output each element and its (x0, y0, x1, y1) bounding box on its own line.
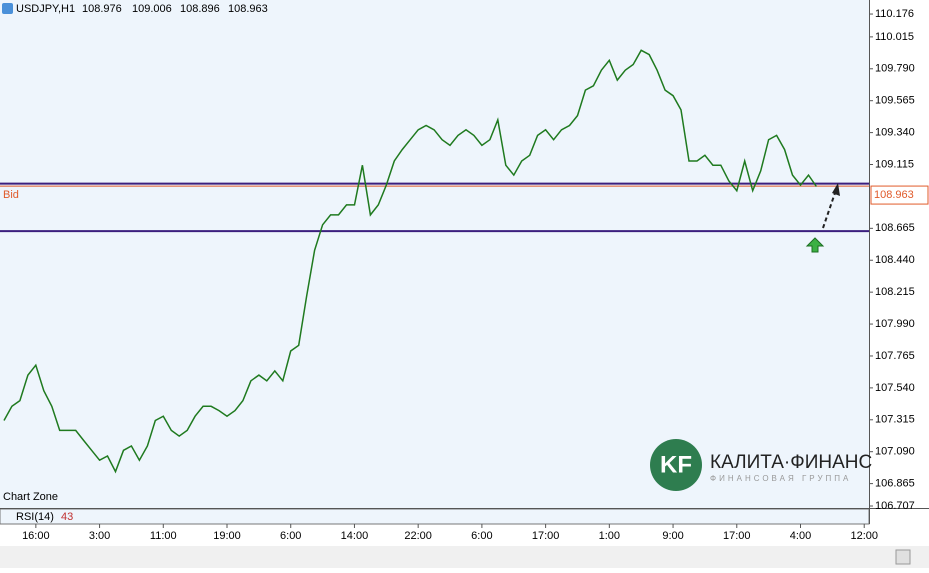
y-tick-label: 107.990 (875, 318, 915, 330)
y-tick-label: 107.090 (875, 446, 915, 458)
y-tick-label: 109.790 (875, 63, 915, 75)
x-tick-label: 12:00 (850, 530, 878, 542)
y-tick-label: 106.865 (875, 478, 915, 490)
x-tick-label: 14:00 (341, 530, 369, 542)
price-line (3, 49, 818, 474)
logo-tagline: ФИНАНСОВАЯ ГРУППА (710, 474, 851, 483)
x-tick-label: 11:00 (150, 530, 177, 542)
x-tick-label: 16:00 (22, 530, 50, 542)
open: 108.976 (82, 3, 122, 15)
x-tick-label: 17:00 (723, 530, 751, 542)
x-tick-label: 6:00 (471, 530, 492, 542)
high: 109.006 (132, 3, 172, 15)
bid-price: 108.963 (874, 189, 914, 201)
y-tick-label: 107.765 (875, 350, 915, 362)
rsi-panel (0, 508, 870, 525)
x-tick-label: 1:00 (599, 530, 620, 542)
axis-bg (869, 0, 929, 524)
x-tick-label: 22:00 (404, 530, 432, 542)
header: USDJPY,H1 108.976 109.006 108.896 108.96… (2, 3, 268, 15)
x-tick-label: 19:00 (213, 530, 241, 542)
y-tick-label: 109.340 (875, 127, 915, 139)
y-tick-label: 108.665 (875, 222, 915, 234)
close: 108.963 (228, 3, 268, 15)
y-tick-label: 110.176 (875, 8, 914, 20)
forecast-arrowhead (832, 183, 840, 196)
x-tick-label: 6:00 (280, 530, 301, 542)
rsi-value: 43 (61, 511, 73, 523)
y-tick-label: 106.707 (875, 500, 915, 512)
scroll-thumb[interactable] (895, 549, 911, 565)
low: 108.896 (180, 3, 220, 15)
x-tick-label: 17:00 (532, 530, 560, 542)
y-tick-label: 107.540 (875, 382, 915, 394)
rsi-label: RSI(14) (16, 511, 54, 523)
y-tick-label: 110.015 (875, 31, 914, 43)
logo: KF КАЛИТА·ФИНАНС ФИНАНСОВАЯ ГРУППА (650, 439, 872, 491)
x-tick-label: 4:00 (790, 530, 811, 542)
symbol: USDJPY,H1 (16, 3, 75, 15)
x-tick-label: 3:00 (89, 530, 110, 542)
bid-label: Bid (3, 189, 19, 201)
watermark: Chart Zone (3, 491, 58, 503)
x-tick-label: 9:00 (662, 530, 683, 542)
up-arrow (805, 237, 825, 253)
bid-price-box (870, 185, 929, 205)
logo-name: КАЛИТА·ФИНАНС (710, 452, 872, 473)
plot-bg (0, 0, 869, 508)
y-tick-label: 108.215 (875, 286, 915, 298)
logo-circle (650, 439, 702, 491)
y-tick-label: 107.315 (875, 414, 915, 426)
scrollbar[interactable] (0, 546, 929, 568)
y-tick-label: 109.115 (875, 158, 914, 170)
y-tick-label: 109.565 (875, 95, 915, 107)
symbol-icon (2, 3, 13, 14)
y-tick-label: 108.440 (875, 254, 915, 266)
logo-mark: KF (660, 451, 692, 478)
